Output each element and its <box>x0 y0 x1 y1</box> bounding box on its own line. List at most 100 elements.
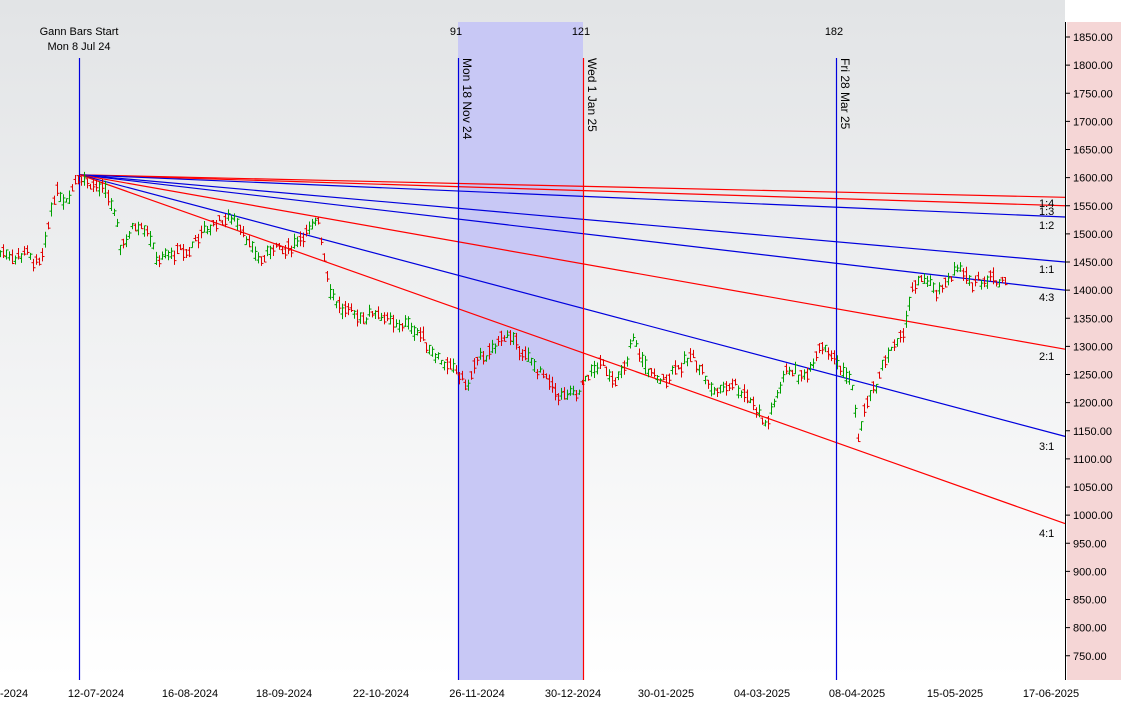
price-bar <box>727 383 732 391</box>
price-bar <box>652 368 657 378</box>
price-bar <box>514 332 519 350</box>
price-bar <box>646 368 651 378</box>
price-bar <box>844 367 849 384</box>
price-bar <box>412 325 417 341</box>
price-bar <box>961 268 966 281</box>
price-bar <box>700 363 705 375</box>
y-tick-label: 1750.00 <box>1073 88 1113 100</box>
price-bar <box>670 365 675 375</box>
fan-label-1-4: 1:4 <box>1039 198 1054 210</box>
price-bar <box>979 279 984 290</box>
price-bar <box>382 312 387 325</box>
price-bar <box>85 178 90 189</box>
price-bar <box>463 379 468 391</box>
price-bar <box>787 366 792 376</box>
price-bar <box>433 353 438 364</box>
price-bar <box>13 255 18 265</box>
y-tick-label: 750.00 <box>1073 651 1107 663</box>
price-bar <box>763 419 768 427</box>
fan-label-1-1: 1:1 <box>1039 264 1054 276</box>
price-bar <box>565 389 570 400</box>
price-bar <box>322 253 327 262</box>
y-tick-label: 1350.00 <box>1073 313 1113 325</box>
price-bar <box>850 384 855 391</box>
price-bar <box>703 375 708 385</box>
price-bar <box>805 367 810 383</box>
price-bar <box>301 232 306 248</box>
price-bar <box>628 339 633 349</box>
y-tick-label: 1250.00 <box>1073 370 1113 382</box>
x-tick-label: 30-01-2025 <box>638 688 694 700</box>
y-tick-label: 1600.00 <box>1073 173 1113 185</box>
price-bar <box>853 404 858 418</box>
price-bar <box>949 276 954 282</box>
price-bar <box>613 377 618 387</box>
price-bar <box>742 384 747 403</box>
price-bar <box>964 266 969 284</box>
price-bar <box>934 289 939 302</box>
price-bar <box>40 248 45 262</box>
price-bar <box>157 255 162 268</box>
y-tick-label: 1150.00 <box>1073 426 1112 438</box>
price-bar <box>919 275 924 283</box>
price-bar <box>190 241 195 249</box>
price-bar <box>439 359 444 365</box>
price-bar <box>619 365 624 379</box>
price-bar <box>259 256 264 266</box>
price-bar <box>325 270 330 282</box>
price-bar <box>838 365 843 376</box>
y-tick-label: 1050.00 <box>1073 482 1113 494</box>
price-bar <box>841 362 846 378</box>
price-bar <box>775 389 780 399</box>
price-bar <box>724 381 729 396</box>
y-tick-label: 1400.00 <box>1073 285 1113 297</box>
price-bar <box>535 369 540 380</box>
price-bar <box>673 360 678 375</box>
price-bar <box>568 385 573 396</box>
price-bar <box>736 385 741 399</box>
price-bar <box>409 322 414 334</box>
price-bar <box>586 374 591 381</box>
price-bar <box>109 198 114 211</box>
fan-label-4-3: 4:3 <box>1039 292 1054 304</box>
price-bar <box>241 226 246 238</box>
price-bar <box>97 181 102 197</box>
price-bar <box>916 275 921 286</box>
price-bar <box>505 330 510 339</box>
price-bar <box>538 366 543 373</box>
price-bar <box>460 370 465 381</box>
price-bar <box>928 275 933 287</box>
y-tick-label: 1500.00 <box>1073 229 1113 241</box>
price-bar <box>799 370 804 382</box>
price-bar <box>274 242 279 248</box>
x-tick-label: 30-12-2024 <box>545 688 601 700</box>
price-bar <box>247 235 252 248</box>
price-bar <box>367 304 372 317</box>
price-bar <box>148 230 153 247</box>
price-bar <box>424 342 429 353</box>
price-bar <box>895 338 900 347</box>
price-bar <box>457 371 462 385</box>
price-bar <box>553 382 558 401</box>
price-bar <box>817 343 822 354</box>
price-bar <box>943 277 948 288</box>
price-bar <box>802 369 807 380</box>
date-band <box>458 22 583 680</box>
price-bar <box>484 355 489 362</box>
price-bar <box>0 250 3 258</box>
price-bar <box>718 384 723 394</box>
price-bar <box>277 242 282 250</box>
price-bar <box>751 396 756 411</box>
price-bar <box>103 180 108 198</box>
price-bar <box>43 231 48 248</box>
price-bar <box>205 225 210 235</box>
fan-line-1-3 <box>79 174 1066 207</box>
price-bar <box>10 249 15 265</box>
fan-line-3-1 <box>79 174 1066 437</box>
price-bar <box>340 303 345 320</box>
price-bar <box>319 237 324 246</box>
price-bar <box>973 275 978 287</box>
price-bar <box>421 326 426 341</box>
price-bar <box>31 258 36 272</box>
price-bar <box>760 417 765 425</box>
